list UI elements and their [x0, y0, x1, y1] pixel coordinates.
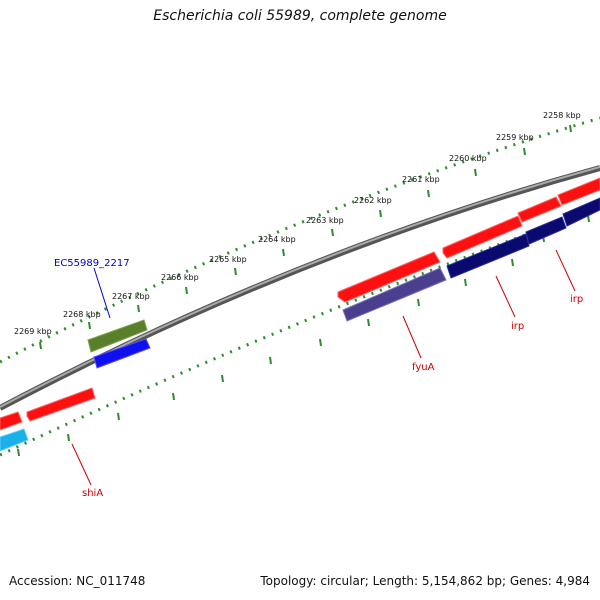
ruler-label: 2262 kbp — [354, 196, 392, 205]
gene-irp-fwd-2[interactable] — [517, 196, 562, 223]
gene-blue-rev[interactable] — [93, 338, 151, 369]
ruler-major-tick — [282, 248, 285, 257]
label-shiA: shiA — [82, 488, 103, 499]
ruler-major-tick — [379, 209, 382, 218]
ruler-label: 2264 kbp — [258, 235, 296, 244]
ruler-major-ticks-inner — [17, 214, 590, 457]
ruler-major-tick — [569, 124, 572, 133]
ruler-major-tick-inner — [367, 318, 370, 327]
ruler-label: 2268 kbp — [63, 310, 101, 319]
callout-line-irp-2 — [555, 249, 576, 292]
ruler-major-tick-inner — [221, 374, 224, 383]
gene-irp-rev-2[interactable] — [525, 216, 567, 245]
ruler-major-tick-inner — [511, 258, 514, 267]
ruler-label: 2266 kbp — [161, 273, 199, 282]
gene-irp-fwd-1[interactable] — [442, 215, 523, 259]
callout-line-irp-1 — [495, 275, 516, 318]
gene-irp-rev-1[interactable] — [446, 233, 530, 279]
ruler-label: 2269 kbp — [14, 327, 52, 336]
ruler-major-tick-inner — [417, 298, 420, 307]
ruler-ring-inner — [0, 206, 600, 457]
gene-irp-fwd-3[interactable] — [557, 177, 600, 206]
ruler-major-tick — [331, 228, 334, 237]
gene-cyan-rev[interactable] — [0, 428, 29, 452]
ruler-major-tick — [523, 147, 526, 156]
ruler-label: 2258 kbp — [543, 111, 581, 120]
ruler-major-tick-inner — [269, 356, 272, 365]
callout-line-shiA — [71, 443, 92, 486]
callout-line-fyuA — [402, 315, 422, 359]
ruler-label: 2260 kbp — [449, 154, 487, 163]
ruler-label: 2259 kbp — [496, 133, 534, 142]
ruler-major-ticks — [39, 124, 572, 350]
gene-fyuA-fwd[interactable] — [337, 251, 441, 303]
ruler-major-tick — [137, 304, 140, 313]
label-fyuA: fyuA — [412, 362, 435, 373]
callout-line-ec55989 — [93, 267, 111, 319]
accession-text: Accession: NC_011748 — [9, 574, 146, 588]
ruler-major-tick-inner — [172, 392, 175, 401]
ruler-major-tick-inner — [67, 433, 70, 442]
backbone-circle — [0, 165, 600, 411]
topology-text: Topology: circular; Length: 5,154,862 bp… — [260, 574, 590, 588]
ruler-major-tick-inner — [117, 412, 120, 421]
gene-irp-rev-3[interactable] — [562, 197, 600, 227]
backbone-highlight — [0, 166, 600, 408]
ruler-ring-outer — [0, 116, 600, 364]
ruler-label: 2265 kbp — [209, 255, 247, 264]
ruler-major-tick-inner — [319, 338, 322, 347]
label-irp-2: irp — [570, 294, 583, 305]
ruler-major-tick — [185, 286, 188, 295]
map-title: Escherichia coli 55989, complete genome — [153, 8, 447, 24]
label-irp-1: irp — [511, 321, 524, 332]
label-ec55989-2217: EC55989_2217 — [54, 258, 130, 269]
ruler-major-tick — [39, 341, 42, 350]
ruler-major-tick — [88, 321, 91, 330]
ruler-major-tick — [427, 189, 430, 198]
gene-ec55989-2217[interactable] — [87, 319, 148, 353]
ruler-label: 2263 kbp — [306, 216, 344, 225]
gene-left-fwd[interactable] — [0, 411, 23, 431]
ruler-major-tick-inner — [464, 278, 467, 287]
gene-left-fwd-2[interactable] — [26, 387, 96, 422]
ruler-label: 2267 kbp — [112, 292, 150, 301]
ruler-major-tick — [234, 267, 237, 276]
gene-fyuA-rev[interactable] — [342, 267, 447, 322]
ruler-label: 2261 kbp — [402, 175, 440, 184]
ruler-major-tick — [474, 168, 477, 177]
ruler-labels: 2258 kbp 2259 kbp 2260 kbp 2261 kbp 2262 kbp… — [14, 111, 581, 336]
ruler-major-tick-inner — [17, 448, 20, 457]
